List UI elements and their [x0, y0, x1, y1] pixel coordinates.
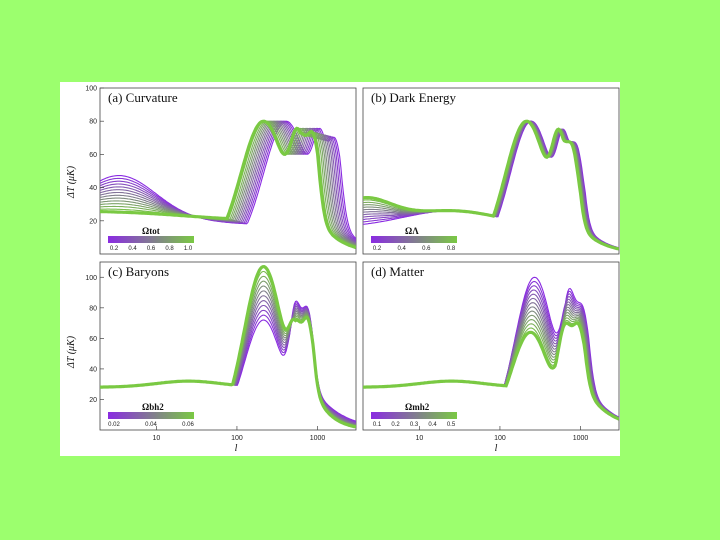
panel-4 — [362, 261, 620, 431]
chart-svg: ΔT (μK)ΔT (μK)l l(a) Curvature20406080100… — [66, 86, 620, 454]
colorbar-tick: 0.04 — [145, 422, 157, 428]
colorbar-label: Ωtot — [142, 226, 160, 236]
panel-title: (d) Matter — [371, 264, 425, 279]
colorbar-label: ΩΛ — [405, 226, 419, 236]
x-tick-label: 100 — [494, 435, 506, 442]
series-line — [100, 119, 356, 250]
colorbar-tick: 0.5 — [447, 422, 456, 428]
figure: ΔT (μK) ΔT (μK) l l (a) Curvature 20 40 60 80 100… — [60, 82, 620, 456]
y-tick-label: 20 — [89, 397, 97, 404]
y-tick-label: 20 — [89, 218, 97, 225]
curves — [363, 276, 619, 421]
colorbar-label: Ωbh2 — [142, 402, 164, 412]
x-tick-label: 1000 — [573, 435, 589, 442]
panel-2 — [362, 87, 620, 255]
x-tick-label: 10 — [152, 435, 160, 442]
colorbar-tick: 0.6 — [422, 246, 431, 252]
x-tick-label: 100 — [231, 435, 243, 442]
colorbar-label: Ωmh2 — [405, 402, 430, 412]
y-tick-label: 60 — [89, 336, 97, 343]
series-line — [363, 119, 619, 251]
colorbar-tick: 0.8 — [165, 246, 174, 252]
colorbar-tick: 0.8 — [447, 246, 456, 252]
curves — [363, 119, 619, 251]
panel-title: (b) Dark Energy — [371, 90, 456, 105]
panel-frame — [362, 261, 620, 431]
y-tick-label: 80 — [89, 119, 97, 126]
y-tick-label: 80 — [89, 305, 97, 312]
xlabel-right: l — [495, 443, 498, 454]
panel-1 — [99, 87, 357, 255]
colorbar-tick: 0.6 — [147, 246, 156, 252]
xlabel-left: l — [235, 443, 238, 454]
curves — [100, 119, 356, 250]
ylabel-bottom: ΔT (μK) — [66, 335, 77, 369]
colorbar-tick: 0.4 — [128, 246, 137, 252]
colorbar-tick: 0.06 — [182, 422, 194, 428]
y-tick-label: 40 — [89, 366, 97, 373]
colorbar — [108, 412, 194, 419]
panel-frame — [99, 261, 357, 431]
x-tick-label: 1000 — [310, 435, 326, 442]
y-tick-label: 40 — [89, 185, 97, 192]
panel-title: (a) Curvature — [108, 90, 178, 105]
series-line — [100, 264, 356, 429]
colorbar-tick: 1.0 — [184, 246, 193, 252]
colorbar-tick: 0.4 — [397, 246, 406, 252]
colorbar — [108, 236, 194, 243]
colorbar-tick: 0.2 — [391, 422, 400, 428]
y-tick-label: 100 — [85, 275, 97, 282]
colorbar-tick: 0.2 — [110, 246, 119, 252]
y-tick-label: 60 — [89, 152, 97, 159]
colorbar-tick: 0.1 — [373, 422, 382, 428]
colorbar-tick: 0.3 — [410, 422, 419, 428]
series-line — [363, 321, 619, 421]
colorbar — [371, 236, 457, 243]
ylabel-top: ΔT (μK) — [66, 165, 77, 199]
panel-frame — [99, 87, 357, 255]
colorbar — [371, 412, 457, 419]
y-tick-label: 100 — [85, 86, 97, 93]
panel-title: (c) Baryons — [108, 264, 169, 279]
panel-3 — [99, 261, 357, 431]
curves — [100, 264, 356, 429]
colorbar-tick: 0.02 — [108, 422, 120, 428]
colorbar-tick: 0.4 — [428, 422, 437, 428]
x-tick-label: 10 — [415, 435, 423, 442]
colorbar-tick: 0.2 — [373, 246, 382, 252]
